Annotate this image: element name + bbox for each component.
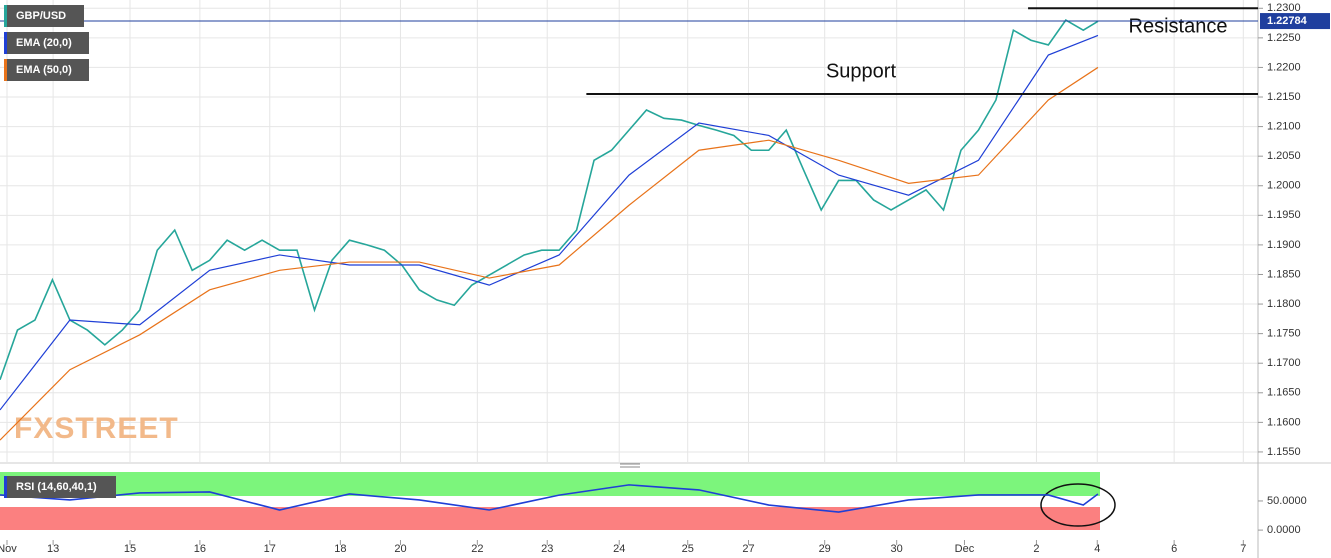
y-tick-label: 1.1850 bbox=[1267, 268, 1301, 280]
x-tick-label: 29 bbox=[819, 543, 831, 555]
y-tick-label: 50.0000 bbox=[1267, 495, 1307, 507]
legend-item[interactable]: EMA (50,0) bbox=[4, 59, 89, 81]
x-tick-label: Dec bbox=[955, 543, 975, 555]
legend-label: EMA (50,0) bbox=[16, 64, 72, 76]
x-tick-label: 30 bbox=[891, 543, 903, 555]
x-tick-label: 18 bbox=[334, 543, 346, 555]
y-tick-label: 1.2200 bbox=[1267, 61, 1301, 73]
y-tick-label: 1.1600 bbox=[1267, 416, 1301, 428]
resize-handle[interactable] bbox=[620, 463, 640, 468]
y-tick-label: 1.1700 bbox=[1267, 357, 1301, 369]
x-tick-label: 7 bbox=[1240, 543, 1246, 555]
y-tick-label: 1.2100 bbox=[1267, 120, 1301, 132]
y-tick-label: 1.1900 bbox=[1267, 239, 1301, 251]
y-tick-label: 1.2300 bbox=[1267, 2, 1301, 14]
y-tick-label: 1.1750 bbox=[1267, 328, 1301, 340]
series-line bbox=[0, 484, 1099, 513]
watermark: FXSTREET bbox=[14, 412, 179, 445]
x-tick-label: 27 bbox=[742, 543, 754, 555]
y-tick-label: 1.1650 bbox=[1267, 387, 1301, 399]
last-price-box bbox=[1260, 13, 1330, 30]
y-tick-label: 0.0000 bbox=[1267, 524, 1301, 536]
last-price-label: 1.22784 bbox=[1267, 15, 1308, 27]
y-tick-label: 1.2000 bbox=[1267, 180, 1301, 192]
annotation: Resistance bbox=[1129, 16, 1228, 38]
x-tick-label: 25 bbox=[682, 543, 694, 555]
x-tick-label: 23 bbox=[541, 543, 553, 555]
x-tick-label: 15 bbox=[124, 543, 136, 555]
x-tick-label: Nov bbox=[0, 543, 17, 555]
legend-label: EMA (20,0) bbox=[16, 37, 72, 49]
y-tick-label: 1.2250 bbox=[1267, 32, 1301, 44]
legend-label: RSI (14,60,40,1) bbox=[16, 481, 97, 493]
highlight-ellipse bbox=[1040, 483, 1116, 527]
legend: GBP/USD EMA (20,0) EMA (50,0) RSI (14,60… bbox=[4, 5, 116, 498]
y-tick-label: 1.1550 bbox=[1267, 446, 1301, 458]
x-tick-label: 4 bbox=[1094, 543, 1100, 555]
oversold-band bbox=[0, 507, 1100, 530]
series-line bbox=[0, 66, 1099, 441]
y-tick-label: 1.2050 bbox=[1267, 150, 1301, 162]
series-line bbox=[0, 34, 1099, 411]
legend-item[interactable]: GBP/USD bbox=[4, 5, 84, 27]
x-tick-label: 22 bbox=[471, 543, 483, 555]
series-line bbox=[0, 19, 1099, 381]
y-tick-label: 1.1800 bbox=[1267, 298, 1301, 310]
x-tick-label: 13 bbox=[47, 543, 59, 555]
y-tick-label: 1.1950 bbox=[1267, 209, 1301, 221]
legend-item[interactable]: RSI (14,60,40,1) bbox=[4, 476, 116, 498]
x-tick-label: 24 bbox=[613, 543, 625, 555]
x-tick-label: 17 bbox=[264, 543, 276, 555]
y-tick-label: 1.2150 bbox=[1267, 91, 1301, 103]
x-tick-label: 20 bbox=[394, 543, 406, 555]
x-tick-label: 2 bbox=[1033, 543, 1039, 555]
annotation: Support bbox=[826, 60, 896, 82]
x-tick-label: 16 bbox=[194, 543, 206, 555]
legend-item[interactable]: EMA (20,0) bbox=[4, 32, 89, 54]
legend-label: GBP/USD bbox=[16, 10, 66, 22]
x-tick-label: 6 bbox=[1171, 543, 1177, 555]
